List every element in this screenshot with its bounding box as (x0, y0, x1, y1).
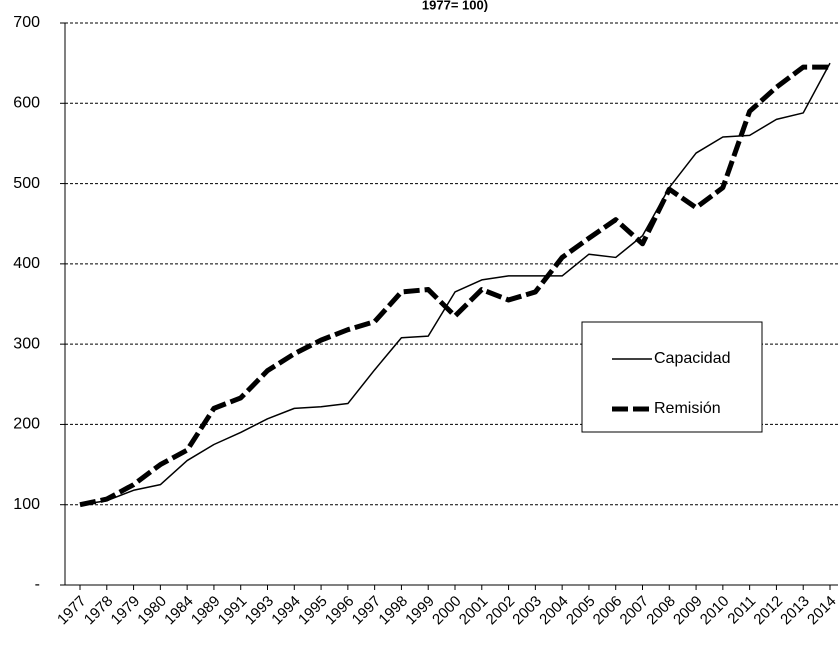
x-tick-label: 2004 (536, 593, 572, 629)
legend-label: Capacidad (654, 350, 731, 367)
x-tick-label: 1996 (322, 593, 358, 629)
x-tick-label: 1977 (54, 593, 90, 629)
x-tick-label: 2003 (509, 593, 545, 629)
x-tick-label: 1984 (161, 593, 197, 629)
x-tick-label: 2002 (483, 593, 519, 629)
x-tick-label: 2008 (643, 593, 679, 629)
line-series (79, 62, 831, 506)
y-tick-label: 400 (13, 255, 40, 272)
x-tick-label: 1993 (242, 593, 278, 629)
legend-label: Remisión (654, 400, 721, 417)
line-series (79, 64, 830, 508)
y-tick-label: 300 (13, 335, 40, 352)
x-tick-label: 1991 (215, 593, 251, 629)
x-tick-label: 2009 (670, 593, 706, 629)
x-tick-label: 1998 (375, 593, 411, 629)
y-tick-label: 600 (13, 95, 40, 112)
x-tick-label: 2007 (617, 593, 653, 629)
x-tick-label: 1997 (349, 593, 385, 629)
x-tick-label: 2005 (563, 593, 599, 629)
x-tick-label: 1999 (402, 593, 438, 629)
x-tick-label: 1978 (81, 593, 117, 629)
x-tick-label: 2014 (804, 593, 838, 629)
y-tick-label: 200 (13, 416, 40, 433)
x-tick-label: 2000 (429, 593, 465, 629)
x-tick-label: 1979 (108, 593, 144, 629)
x-tick-label: 2011 (724, 593, 759, 628)
x-tick-label: 2010 (697, 593, 733, 629)
y-tick-label: - (35, 576, 40, 593)
x-tick-label: 2013 (777, 593, 813, 629)
y-tick-label: 500 (13, 175, 40, 192)
x-tick-label: 1980 (134, 593, 170, 629)
legend-box (581, 321, 763, 433)
x-tick-label: 2001 (456, 593, 492, 629)
x-tick-label: 1995 (295, 593, 331, 629)
y-tick-label: 100 (13, 496, 40, 513)
x-tick-label: 1989 (188, 593, 224, 629)
x-tick-label: 2006 (590, 593, 626, 629)
y-tick-label: 700 (13, 14, 40, 31)
chart-title: 1977= 100) (422, 0, 488, 12)
x-tick-label: 2012 (750, 593, 786, 629)
x-tick-label: 1994 (268, 593, 304, 629)
